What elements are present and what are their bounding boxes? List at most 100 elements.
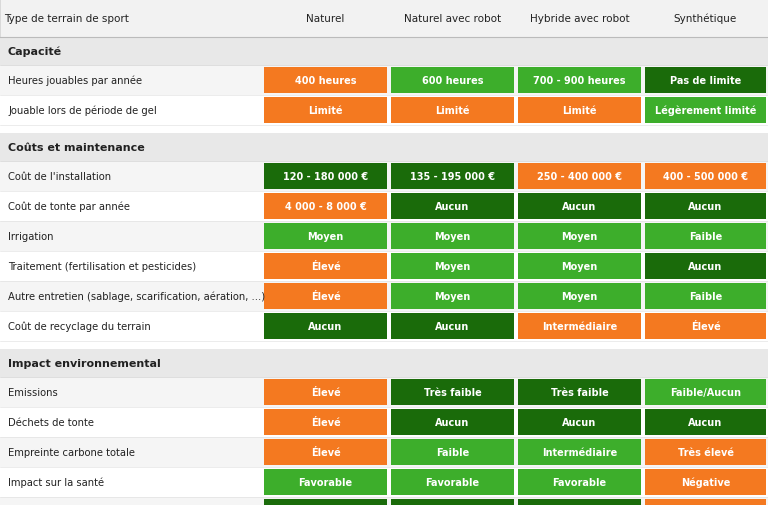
Text: Naturel avec robot: Naturel avec robot	[404, 14, 501, 24]
Bar	[645, 68, 766, 94]
Bar	[645, 283, 766, 310]
Text: Aucun: Aucun	[688, 417, 723, 427]
Text: Moyen: Moyen	[561, 231, 598, 241]
Bar	[391, 68, 514, 94]
Text: Traitement (fertilisation et pesticides): Traitement (fertilisation et pesticides)	[8, 262, 196, 272]
Bar	[391, 193, 514, 220]
Bar	[391, 409, 514, 435]
Text: Capacité: Capacité	[8, 46, 62, 57]
Text: Impact sur la santé: Impact sur la santé	[8, 477, 104, 487]
Text: 400 - 500 000 €: 400 - 500 000 €	[663, 172, 748, 182]
Text: Très faible: Très faible	[551, 387, 608, 397]
Text: Coût de recyclage du terrain: Coût de recyclage du terrain	[8, 321, 151, 332]
Text: 600 heures: 600 heures	[422, 76, 483, 86]
Text: 250 - 400 000 €: 250 - 400 000 €	[537, 172, 622, 182]
Bar	[264, 193, 387, 220]
Bar	[518, 283, 641, 310]
Text: Aucun: Aucun	[688, 262, 723, 272]
Text: 700 - 900 heures: 700 - 900 heures	[533, 76, 626, 86]
Bar	[645, 499, 766, 505]
Bar	[264, 469, 387, 495]
Bar	[264, 68, 387, 94]
Bar	[0, 281, 768, 312]
Bar	[391, 439, 514, 465]
Text: Élevé: Élevé	[310, 447, 340, 457]
Text: Élevé: Élevé	[690, 321, 720, 331]
Bar	[264, 98, 387, 124]
Bar	[0, 38, 768, 66]
Bar	[391, 314, 514, 339]
Bar	[391, 379, 514, 405]
Bar	[518, 98, 641, 124]
Bar	[0, 162, 768, 191]
Bar	[518, 224, 641, 249]
Bar	[0, 312, 768, 341]
Bar	[264, 409, 387, 435]
Bar	[645, 469, 766, 495]
Bar	[0, 0, 768, 38]
Bar	[0, 222, 768, 251]
Bar	[264, 379, 387, 405]
Bar	[0, 96, 768, 126]
Bar	[645, 379, 766, 405]
Text: Élevé: Élevé	[310, 417, 340, 427]
Text: Pas de limite: Pas de limite	[670, 76, 741, 86]
Bar	[391, 164, 514, 189]
Bar	[391, 224, 514, 249]
Text: Aucun: Aucun	[562, 201, 597, 212]
Text: Aucun: Aucun	[309, 321, 343, 331]
Bar	[0, 467, 768, 497]
Text: Coût de tonte par année: Coût de tonte par année	[8, 201, 130, 212]
Bar	[391, 98, 514, 124]
Bar	[518, 409, 641, 435]
Text: Autre entretien (sablage, scarification, aération, ...): Autre entretien (sablage, scarification,…	[8, 291, 265, 301]
Bar	[0, 437, 768, 467]
Bar	[518, 164, 641, 189]
Text: Irrigation: Irrigation	[8, 231, 54, 241]
Text: Élevé: Élevé	[310, 387, 340, 397]
Text: Coût de l'installation: Coût de l'installation	[8, 172, 111, 182]
Bar	[0, 341, 768, 349]
Text: 400 heures: 400 heures	[295, 76, 356, 86]
Text: Synthétique: Synthétique	[674, 14, 737, 24]
Text: 135 - 195 000 €: 135 - 195 000 €	[410, 172, 495, 182]
Bar	[0, 377, 768, 407]
Text: Aucun: Aucun	[435, 321, 469, 331]
Bar	[518, 254, 641, 279]
Bar	[0, 251, 768, 281]
Text: Faible: Faible	[689, 231, 722, 241]
Bar	[645, 98, 766, 124]
Bar	[391, 469, 514, 495]
Text: 120 - 180 000 €: 120 - 180 000 €	[283, 172, 368, 182]
Bar	[645, 314, 766, 339]
Text: Hybride avec robot: Hybride avec robot	[530, 14, 629, 24]
Bar	[0, 497, 768, 505]
Text: Très élevé: Très élevé	[677, 447, 733, 457]
Bar	[518, 469, 641, 495]
Bar	[264, 254, 387, 279]
Text: Négative: Négative	[680, 477, 730, 487]
Bar	[645, 164, 766, 189]
Text: Faible: Faible	[436, 447, 469, 457]
Text: Élevé: Élevé	[310, 291, 340, 301]
Bar	[0, 126, 768, 134]
Text: Aucun: Aucun	[435, 417, 469, 427]
Text: Favorable: Favorable	[299, 477, 353, 487]
Bar	[645, 224, 766, 249]
Text: Type de terrain de sport: Type de terrain de sport	[4, 14, 129, 24]
Bar	[264, 283, 387, 310]
Text: Très faible: Très faible	[424, 387, 482, 397]
Text: Moyen: Moyen	[561, 291, 598, 301]
Text: 4 000 - 8 000 €: 4 000 - 8 000 €	[285, 201, 366, 212]
Bar	[0, 66, 768, 96]
Text: Emissions: Emissions	[8, 387, 58, 397]
Text: Moyen: Moyen	[561, 262, 598, 272]
Text: Moyen: Moyen	[435, 231, 471, 241]
Bar	[518, 379, 641, 405]
Bar	[391, 254, 514, 279]
Text: Moyen: Moyen	[435, 262, 471, 272]
Text: Intermédiaire: Intermédiaire	[542, 321, 617, 331]
Bar	[264, 314, 387, 339]
Bar	[518, 499, 641, 505]
Text: Faible/Aucun: Faible/Aucun	[670, 387, 741, 397]
